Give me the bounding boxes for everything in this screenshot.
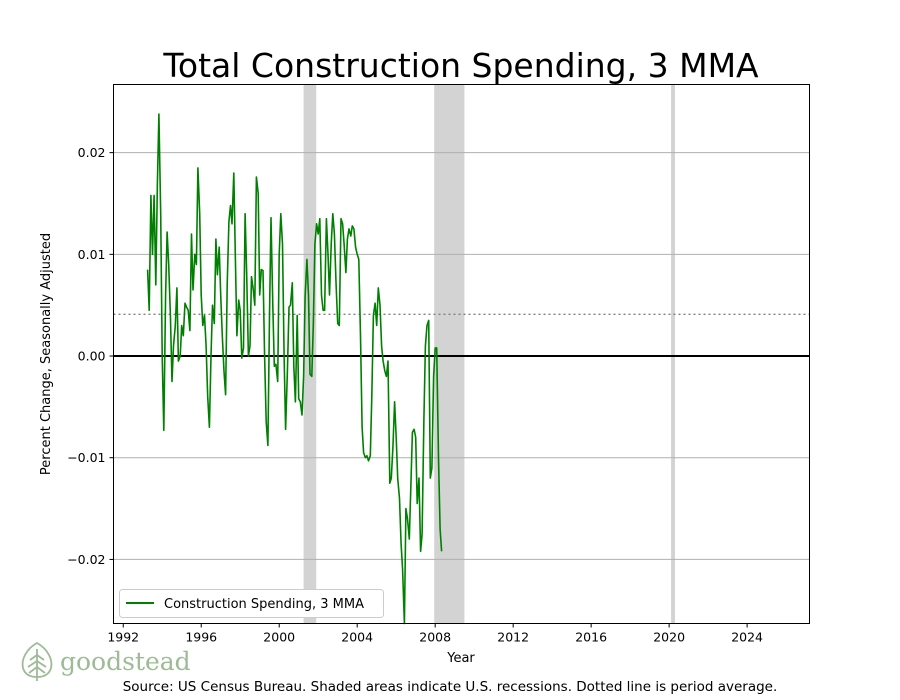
x-tick-label: 1996 [185,630,217,645]
y-tick-label: 0.00 [78,349,106,364]
logo-text: goodstead [60,646,191,676]
x-tick-label: 2024 [731,630,763,645]
axes-frame [113,84,810,624]
source-note: Source: US Census Bureau. Shaded areas i… [122,679,778,695]
legend: Construction Spending, 3 MMA [119,589,384,618]
x-tick-label: 1992 [107,630,139,645]
tree-logo-icon [21,641,53,681]
series-line-0 [146,113,443,625]
recession-band-2 [671,84,675,624]
recession-band-1 [434,84,465,624]
x-tick-label: 2004 [341,630,373,645]
y-tick-label: −0.01 [67,450,105,465]
y-tick-label: −0.02 [67,552,105,567]
x-tick-label: 2016 [575,630,607,645]
x-tick-label: 2008 [419,630,451,645]
y-tick-label: 0.02 [78,145,106,160]
goodstead-logo: goodstead [18,640,191,682]
x-tick-label: 2012 [497,630,529,645]
chart-title: Total Construction Spending, 3 MMA [162,46,759,85]
x-tick-label: 2000 [263,630,295,645]
x-axis-label: Year [446,651,475,666]
legend-label: Construction Spending, 3 MMA [164,597,364,612]
legend-frame [119,589,384,618]
x-tick-label: 2020 [653,630,685,645]
y-tick-label: 0.01 [78,247,106,262]
y-axis-label: Percent Change, Seasonally Adjusted [39,233,54,475]
